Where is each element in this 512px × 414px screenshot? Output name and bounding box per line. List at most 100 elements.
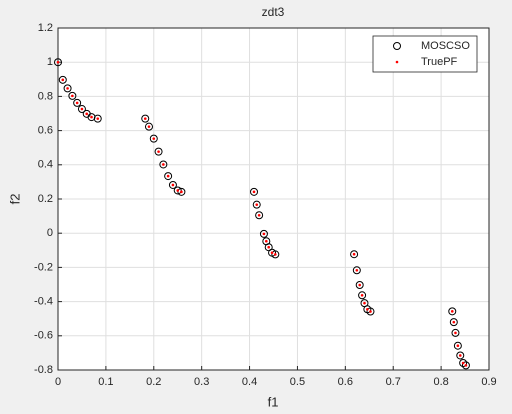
marker-dot (464, 364, 468, 367)
marker-circle (271, 250, 280, 259)
y-tick-label: -0.4 (34, 296, 53, 308)
y-tick-label: 1 (47, 56, 53, 68)
x-tick-label: 0 (55, 376, 61, 388)
marker-circle (355, 281, 364, 290)
marker-circle (168, 180, 177, 189)
marker-dot (274, 253, 277, 256)
marker-circle (73, 98, 82, 107)
marker-dot (61, 78, 65, 82)
y-tick-label: 0.2 (38, 193, 53, 205)
marker-dot (66, 87, 69, 90)
marker-circle (63, 84, 72, 93)
chart-title: zdt3 (262, 5, 285, 19)
marker-circle (252, 200, 261, 209)
marker-dot (157, 150, 160, 153)
y-tick-label: -0.8 (34, 364, 53, 376)
marker-dot (85, 112, 89, 116)
marker-dot (262, 232, 266, 236)
marker-dot (456, 344, 460, 348)
marker-circle (451, 328, 460, 337)
marker-circle (358, 291, 367, 300)
marker-dot (363, 301, 366, 305)
y-tick-label: -0.6 (34, 330, 53, 342)
marker-dot (80, 107, 84, 111)
marker-dot (75, 101, 79, 105)
marker-dot (395, 60, 399, 64)
marker-circle (459, 358, 468, 367)
marker-dot (176, 189, 180, 192)
x-axis-label: f1 (268, 394, 279, 409)
legend-label: MOSCSO (421, 40, 470, 52)
marker-dot (461, 361, 465, 365)
x-tick-label: 0.4 (242, 376, 257, 388)
marker-dot (267, 245, 271, 249)
marker-dot (257, 213, 261, 217)
y-tick-label: 0 (47, 227, 53, 239)
marker-dot (255, 203, 259, 206)
x-tick-label: 0.7 (386, 376, 401, 388)
marker-dot (265, 239, 268, 243)
marker-circle (173, 186, 182, 195)
marker-dot (56, 60, 60, 64)
y-axis-label: f2 (7, 194, 22, 205)
marker-dot (180, 190, 183, 194)
marker-dot (458, 354, 462, 357)
marker-dot (352, 252, 356, 256)
marker-circle (154, 147, 163, 156)
marker-dot (96, 117, 100, 120)
x-tick-label: 0.3 (194, 376, 209, 388)
legend-label: TruePF (421, 56, 458, 68)
y-tick-label: 1.2 (38, 22, 53, 34)
marker-dot (450, 310, 454, 313)
marker-dot (71, 94, 74, 98)
marker-dot (358, 283, 362, 287)
marker-circle (453, 341, 462, 350)
marker-dot (162, 163, 165, 166)
marker-circle (250, 187, 259, 196)
marker-circle (177, 187, 186, 196)
marker-dot (166, 174, 170, 178)
marker-dot (143, 117, 147, 120)
marker-dot (366, 307, 369, 311)
marker-circle (54, 58, 62, 67)
marker-dot (171, 183, 175, 187)
marker-dot (252, 190, 256, 194)
marker-dot (369, 310, 372, 313)
y-tick-label: 0.8 (38, 90, 53, 102)
marker-circle (68, 91, 77, 100)
x-tick-label: 0.1 (98, 376, 113, 388)
y-tick-label: 0.4 (38, 159, 53, 171)
marker-circle (144, 122, 153, 131)
marker-circle (366, 307, 375, 316)
x-tick-label: 0.9 (481, 376, 496, 388)
x-tick-label: 0.2 (146, 376, 161, 388)
marker-dot (147, 125, 151, 128)
marker-circle (456, 351, 465, 360)
marker-dot (90, 115, 93, 119)
marker-circle (350, 250, 359, 259)
marker-dot (454, 331, 457, 335)
marker-circle (352, 266, 361, 275)
marker-dot (355, 269, 359, 272)
marker-circle (449, 318, 458, 327)
x-tick-label: 0.5 (290, 376, 305, 388)
legend-box (372, 35, 478, 73)
marker-dot (152, 137, 156, 140)
marker-circle (77, 105, 86, 114)
marker-dot (360, 293, 364, 297)
marker-circle (141, 114, 150, 123)
marker-circle (448, 307, 457, 316)
marker-circle (93, 114, 102, 123)
marker-circle (255, 211, 264, 220)
axes-box (57, 27, 490, 371)
x-tick-label: 0.8 (433, 376, 448, 388)
marker-circle (393, 42, 401, 50)
marker-circle (58, 75, 67, 84)
marker-dot (270, 251, 274, 254)
marker-circle (461, 361, 470, 370)
marker-circle (164, 172, 173, 181)
y-tick-label: 0.6 (38, 125, 53, 137)
marker-circle (87, 113, 96, 122)
marker-dot (452, 320, 456, 324)
